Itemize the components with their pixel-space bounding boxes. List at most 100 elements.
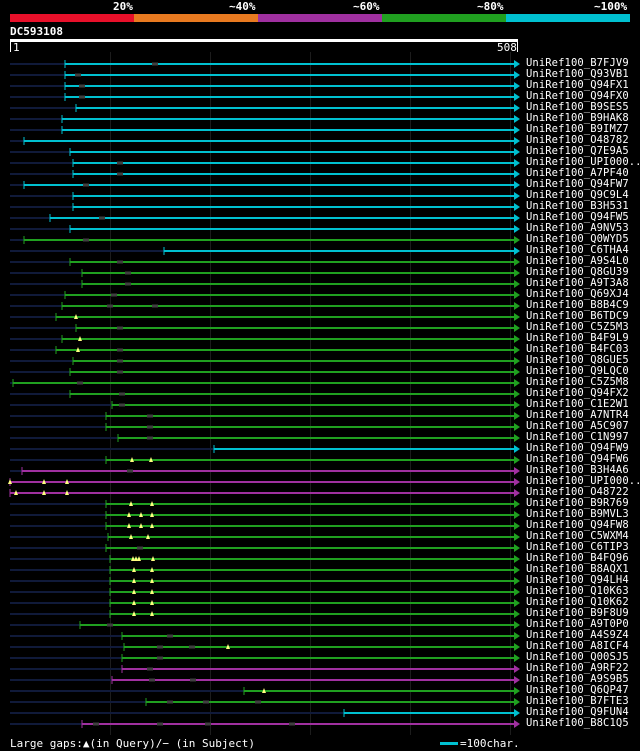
hit-name-link[interactable]: UniRef100_B4FC03 [526,343,629,355]
hit-row[interactable]: UniRef100_O48782 [0,134,640,147]
hit-row[interactable]: UniRef100_B9R769 [0,497,640,510]
hit-row[interactable]: UniRef100_Q9LQC0 [0,365,640,378]
hit-name-link[interactable]: UniRef100_Q9LQC0 [526,365,629,377]
hit-row[interactable]: UniRef100_Q94FX0 [0,90,640,103]
hit-row[interactable]: UniRef100_Q93VB1 [0,68,640,81]
hit-name-link[interactable]: UniRef100_B7FJV9 [526,57,629,69]
hit-name-link[interactable]: UniRef100_A4S9Z4 [526,629,629,641]
hit-name-link[interactable]: UniRef100_Q94FW8 [526,519,629,531]
hit-name-link[interactable]: UniRef100_Q93VB1 [526,68,629,80]
hit-row[interactable]: UniRef100_A9RF22 [0,662,640,675]
hit-row[interactable]: UniRef100_C5WXM4 [0,530,640,543]
hit-row[interactable]: UniRef100_Q94LH4 [0,574,640,587]
hit-row[interactable]: UniRef100_Q6QP47 [0,684,640,697]
hit-name-link[interactable]: UniRef100_C1N997 [526,431,629,443]
hit-row[interactable]: UniRef100_Q7E9A5 [0,145,640,158]
hit-name-link[interactable]: UniRef100_Q94FX1 [526,79,629,91]
hit-name-link[interactable]: UniRef100_Q94FX0 [526,90,629,102]
hit-name-link[interactable]: UniRef100_C6THA4 [526,244,629,256]
hit-row[interactable]: UniRef100_Q0WYD5 [0,233,640,246]
hit-row[interactable]: UniRef100_Q8GU39 [0,266,640,279]
hit-name-link[interactable]: UniRef100_B6TDC9 [526,310,629,322]
hit-name-link[interactable]: UniRef100_B4F9L9 [526,332,629,344]
hit-row[interactable]: UniRef100_B9SES5 [0,101,640,114]
hit-name-link[interactable]: UniRef100_A9T0P0 [526,618,629,630]
hit-row[interactable]: UniRef100_B9IMZ7 [0,123,640,136]
hit-name-link[interactable]: UniRef100_Q6QP47 [526,684,629,696]
hit-row[interactable]: UniRef100_B9HAK8 [0,112,640,125]
hit-name-link[interactable]: UniRef100_Q10K62 [526,596,629,608]
hit-row[interactable]: UniRef100_Q8GUE5 [0,354,640,367]
hit-row[interactable]: UniRef100_C6THA4 [0,244,640,257]
hit-row[interactable]: UniRef100_Q10K62 [0,596,640,609]
hit-name-link[interactable]: UniRef100_Q94FX2 [526,387,629,399]
hit-name-link[interactable]: UniRef100_Q94LH4 [526,574,629,586]
hit-row[interactable]: UniRef100_B6TDC9 [0,310,640,323]
hit-row[interactable]: UniRef100_Q94FW7 [0,178,640,191]
hit-row[interactable]: UniRef100_C1E2W1 [0,398,640,411]
hit-name-link[interactable]: UniRef100_B9IMZ7 [526,123,629,135]
hit-row[interactable]: UniRef100_B8C1Q5 [0,717,640,730]
hit-name-link[interactable]: UniRef100_Q8GUE5 [526,354,629,366]
hit-row[interactable]: UniRef100_B4F9L9 [0,332,640,345]
hit-name-link[interactable]: UniRef100_O48782 [526,134,629,146]
hit-name-link[interactable]: UniRef100_B9F8U9 [526,607,629,619]
hit-row[interactable]: UniRef100_O48722 [0,486,640,499]
hit-row[interactable]: UniRef100_A5C907 [0,420,640,433]
hit-row[interactable]: UniRef100_Q10K63 [0,585,640,598]
hit-name-link[interactable]: UniRef100_Q8GU39 [526,266,629,278]
hit-name-link[interactable]: UniRef100_A7PF40 [526,167,629,179]
hit-row[interactable]: UniRef100_C6TIP3 [0,541,640,554]
hit-row[interactable]: UniRef100_UPI000.. [0,475,640,488]
hit-name-link[interactable]: UniRef100_Q94FW5 [526,211,629,223]
hit-name-link[interactable]: UniRef100_Q10K63 [526,585,629,597]
hit-row[interactable]: UniRef100_B8AQX1 [0,563,640,576]
hit-name-link[interactable]: UniRef100_UPI000.. [526,475,640,487]
hit-row[interactable]: UniRef100_B3H4A6 [0,464,640,477]
hit-row[interactable]: UniRef100_Q94FW5 [0,211,640,224]
hit-row[interactable]: UniRef100_A4S9Z4 [0,629,640,642]
hit-name-link[interactable]: UniRef100_B9MVL3 [526,508,629,520]
hit-name-link[interactable]: UniRef100_C5Z5M3 [526,321,629,333]
hit-row[interactable]: UniRef100_B8B4C9 [0,299,640,312]
hit-name-link[interactable]: UniRef100_Q00SJ5 [526,651,629,663]
hit-row[interactable]: UniRef100_A7PF40 [0,167,640,180]
hit-name-link[interactable]: UniRef100_Q94FW6 [526,453,629,465]
hit-name-link[interactable]: UniRef100_Q94FW9 [526,442,629,454]
hit-name-link[interactable]: UniRef100_B9SES5 [526,101,629,113]
hit-name-link[interactable]: UniRef100_A8ICF4 [526,640,629,652]
hit-row[interactable]: UniRef100_B9MVL3 [0,508,640,521]
hit-row[interactable]: UniRef100_A9NV53 [0,222,640,235]
hit-row[interactable]: UniRef100_A9S4L0 [0,255,640,268]
hit-row[interactable]: UniRef100_A9S9B5 [0,673,640,686]
hit-name-link[interactable]: UniRef100_B8AQX1 [526,563,629,575]
hit-name-link[interactable]: UniRef100_B9R769 [526,497,629,509]
hit-name-link[interactable]: UniRef100_A9S9B5 [526,673,629,685]
hit-row[interactable]: UniRef100_B3H531 [0,200,640,213]
hit-name-link[interactable]: UniRef100_A9T3A8 [526,277,629,289]
hit-name-link[interactable]: UniRef100_C5WXM4 [526,530,629,542]
hit-row[interactable]: UniRef100_UPI000.. [0,156,640,169]
hit-name-link[interactable]: UniRef100_A9S4L0 [526,255,629,267]
hit-row[interactable]: UniRef100_Q94FX2 [0,387,640,400]
hit-name-link[interactable]: UniRef100_Q94FW7 [526,178,629,190]
hit-row[interactable]: UniRef100_B7FJV9 [0,57,640,70]
hit-row[interactable]: UniRef100_A9T3A8 [0,277,640,290]
hit-name-link[interactable]: UniRef100_Q9C9L4 [526,189,629,201]
hit-name-link[interactable]: UniRef100_O48722 [526,486,629,498]
hit-row[interactable]: UniRef100_A7NTR4 [0,409,640,422]
hit-row[interactable]: UniRef100_B9F8U9 [0,607,640,620]
hit-row[interactable]: UniRef100_C5Z5M8 [0,376,640,389]
hit-row[interactable]: UniRef100_A9T0P0 [0,618,640,631]
hit-row[interactable]: UniRef100_B4FQ96 [0,552,640,565]
hit-name-link[interactable]: UniRef100_C6TIP3 [526,541,629,553]
hit-name-link[interactable]: UniRef100_B8C1Q5 [526,717,629,729]
hit-row[interactable]: UniRef100_C1N997 [0,431,640,444]
hit-name-link[interactable]: UniRef100_A9NV53 [526,222,629,234]
hit-name-link[interactable]: UniRef100_UPI000.. [526,156,640,168]
hit-name-link[interactable]: UniRef100_B8B4C9 [526,299,629,311]
hit-row[interactable]: UniRef100_Q94FX1 [0,79,640,92]
hit-name-link[interactable]: UniRef100_A9RF22 [526,662,629,674]
hit-row[interactable]: UniRef100_B7FTE3 [0,695,640,708]
hit-row[interactable]: UniRef100_Q94FW9 [0,442,640,455]
